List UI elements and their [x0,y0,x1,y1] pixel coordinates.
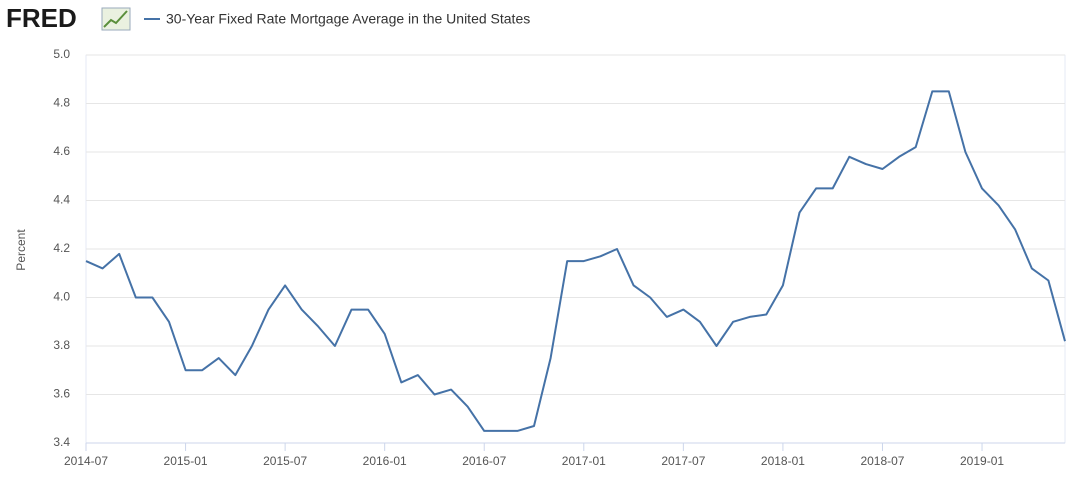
x-tick-label: 2019-01 [960,454,1004,468]
y-tick-label: 4.8 [53,96,70,110]
x-tick-label: 2014-07 [64,454,108,468]
x-tick-label: 2016-01 [363,454,407,468]
y-tick-label: 3.8 [53,338,70,352]
y-tick-label: 4.4 [53,193,70,207]
y-tick-label: 4.0 [53,290,70,304]
brand-logo: FRED [6,3,77,33]
y-axis-label: Percent [14,229,28,271]
x-tick-label: 2018-07 [860,454,904,468]
x-tick-label: 2018-01 [761,454,805,468]
y-tick-label: 4.2 [53,241,70,255]
x-tick-label: 2015-07 [263,454,307,468]
legend-label: 30-Year Fixed Rate Mortgage Average in t… [166,11,530,27]
y-tick-label: 5.0 [53,47,70,61]
x-tick-label: 2015-01 [164,454,208,468]
y-tick-label: 3.6 [53,387,70,401]
y-tick-label: 3.4 [53,435,70,449]
x-tick-label: 2017-01 [562,454,606,468]
logo-icon [101,7,131,31]
data-line [85,90,1066,432]
x-tick-label: 2016-07 [462,454,506,468]
x-tick-label: 2017-07 [661,454,705,468]
y-tick-label: 4.6 [53,144,70,158]
